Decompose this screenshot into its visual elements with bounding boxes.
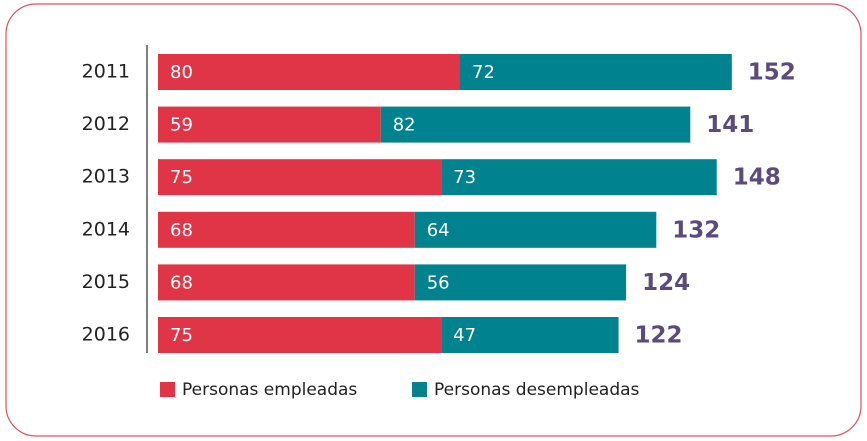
bar-segment	[158, 54, 460, 90]
total-label: 141	[706, 112, 754, 138]
y-tick-label: 2014	[82, 218, 130, 240]
y-tick-label: 2015	[82, 271, 130, 293]
value-label: 82	[393, 115, 416, 136]
total-label: 148	[733, 165, 781, 191]
bar-segment	[158, 264, 415, 301]
value-label: 68	[170, 220, 193, 241]
value-label: 64	[427, 220, 450, 241]
bar-segment	[380, 106, 691, 143]
y-tick-label: 2012	[82, 113, 130, 135]
value-label: 73	[453, 167, 476, 188]
y-tick-label: 2011	[82, 61, 130, 83]
value-label: 59	[170, 115, 193, 136]
total-label: 124	[642, 270, 690, 296]
bar-segment	[158, 159, 442, 196]
y-tick-label: 2016	[82, 324, 130, 346]
value-label: 68	[170, 272, 193, 293]
bar-segment	[158, 317, 442, 353]
value-label: 72	[472, 62, 495, 83]
total-label: 152	[748, 60, 796, 86]
bar-segment	[414, 211, 657, 248]
bar-segment	[158, 211, 415, 248]
y-tick-label: 2013	[82, 166, 130, 188]
total-label: 122	[635, 323, 683, 349]
value-label: 56	[427, 272, 450, 293]
value-label: 75	[170, 167, 193, 188]
value-label: 80	[170, 62, 193, 83]
legend-swatch	[160, 382, 175, 397]
bar-segment	[460, 54, 732, 90]
value-label: 75	[170, 325, 193, 346]
bar-segment	[414, 264, 627, 301]
legend-label: Personas empleadas	[182, 380, 357, 400]
total-label: 132	[672, 217, 720, 243]
legend-swatch	[412, 382, 427, 397]
value-label: 47	[453, 325, 476, 346]
legend-label: Personas desempleadas	[434, 380, 640, 400]
bar-segment	[441, 159, 717, 196]
bar-segment	[441, 317, 619, 353]
bar-segment	[158, 106, 381, 143]
